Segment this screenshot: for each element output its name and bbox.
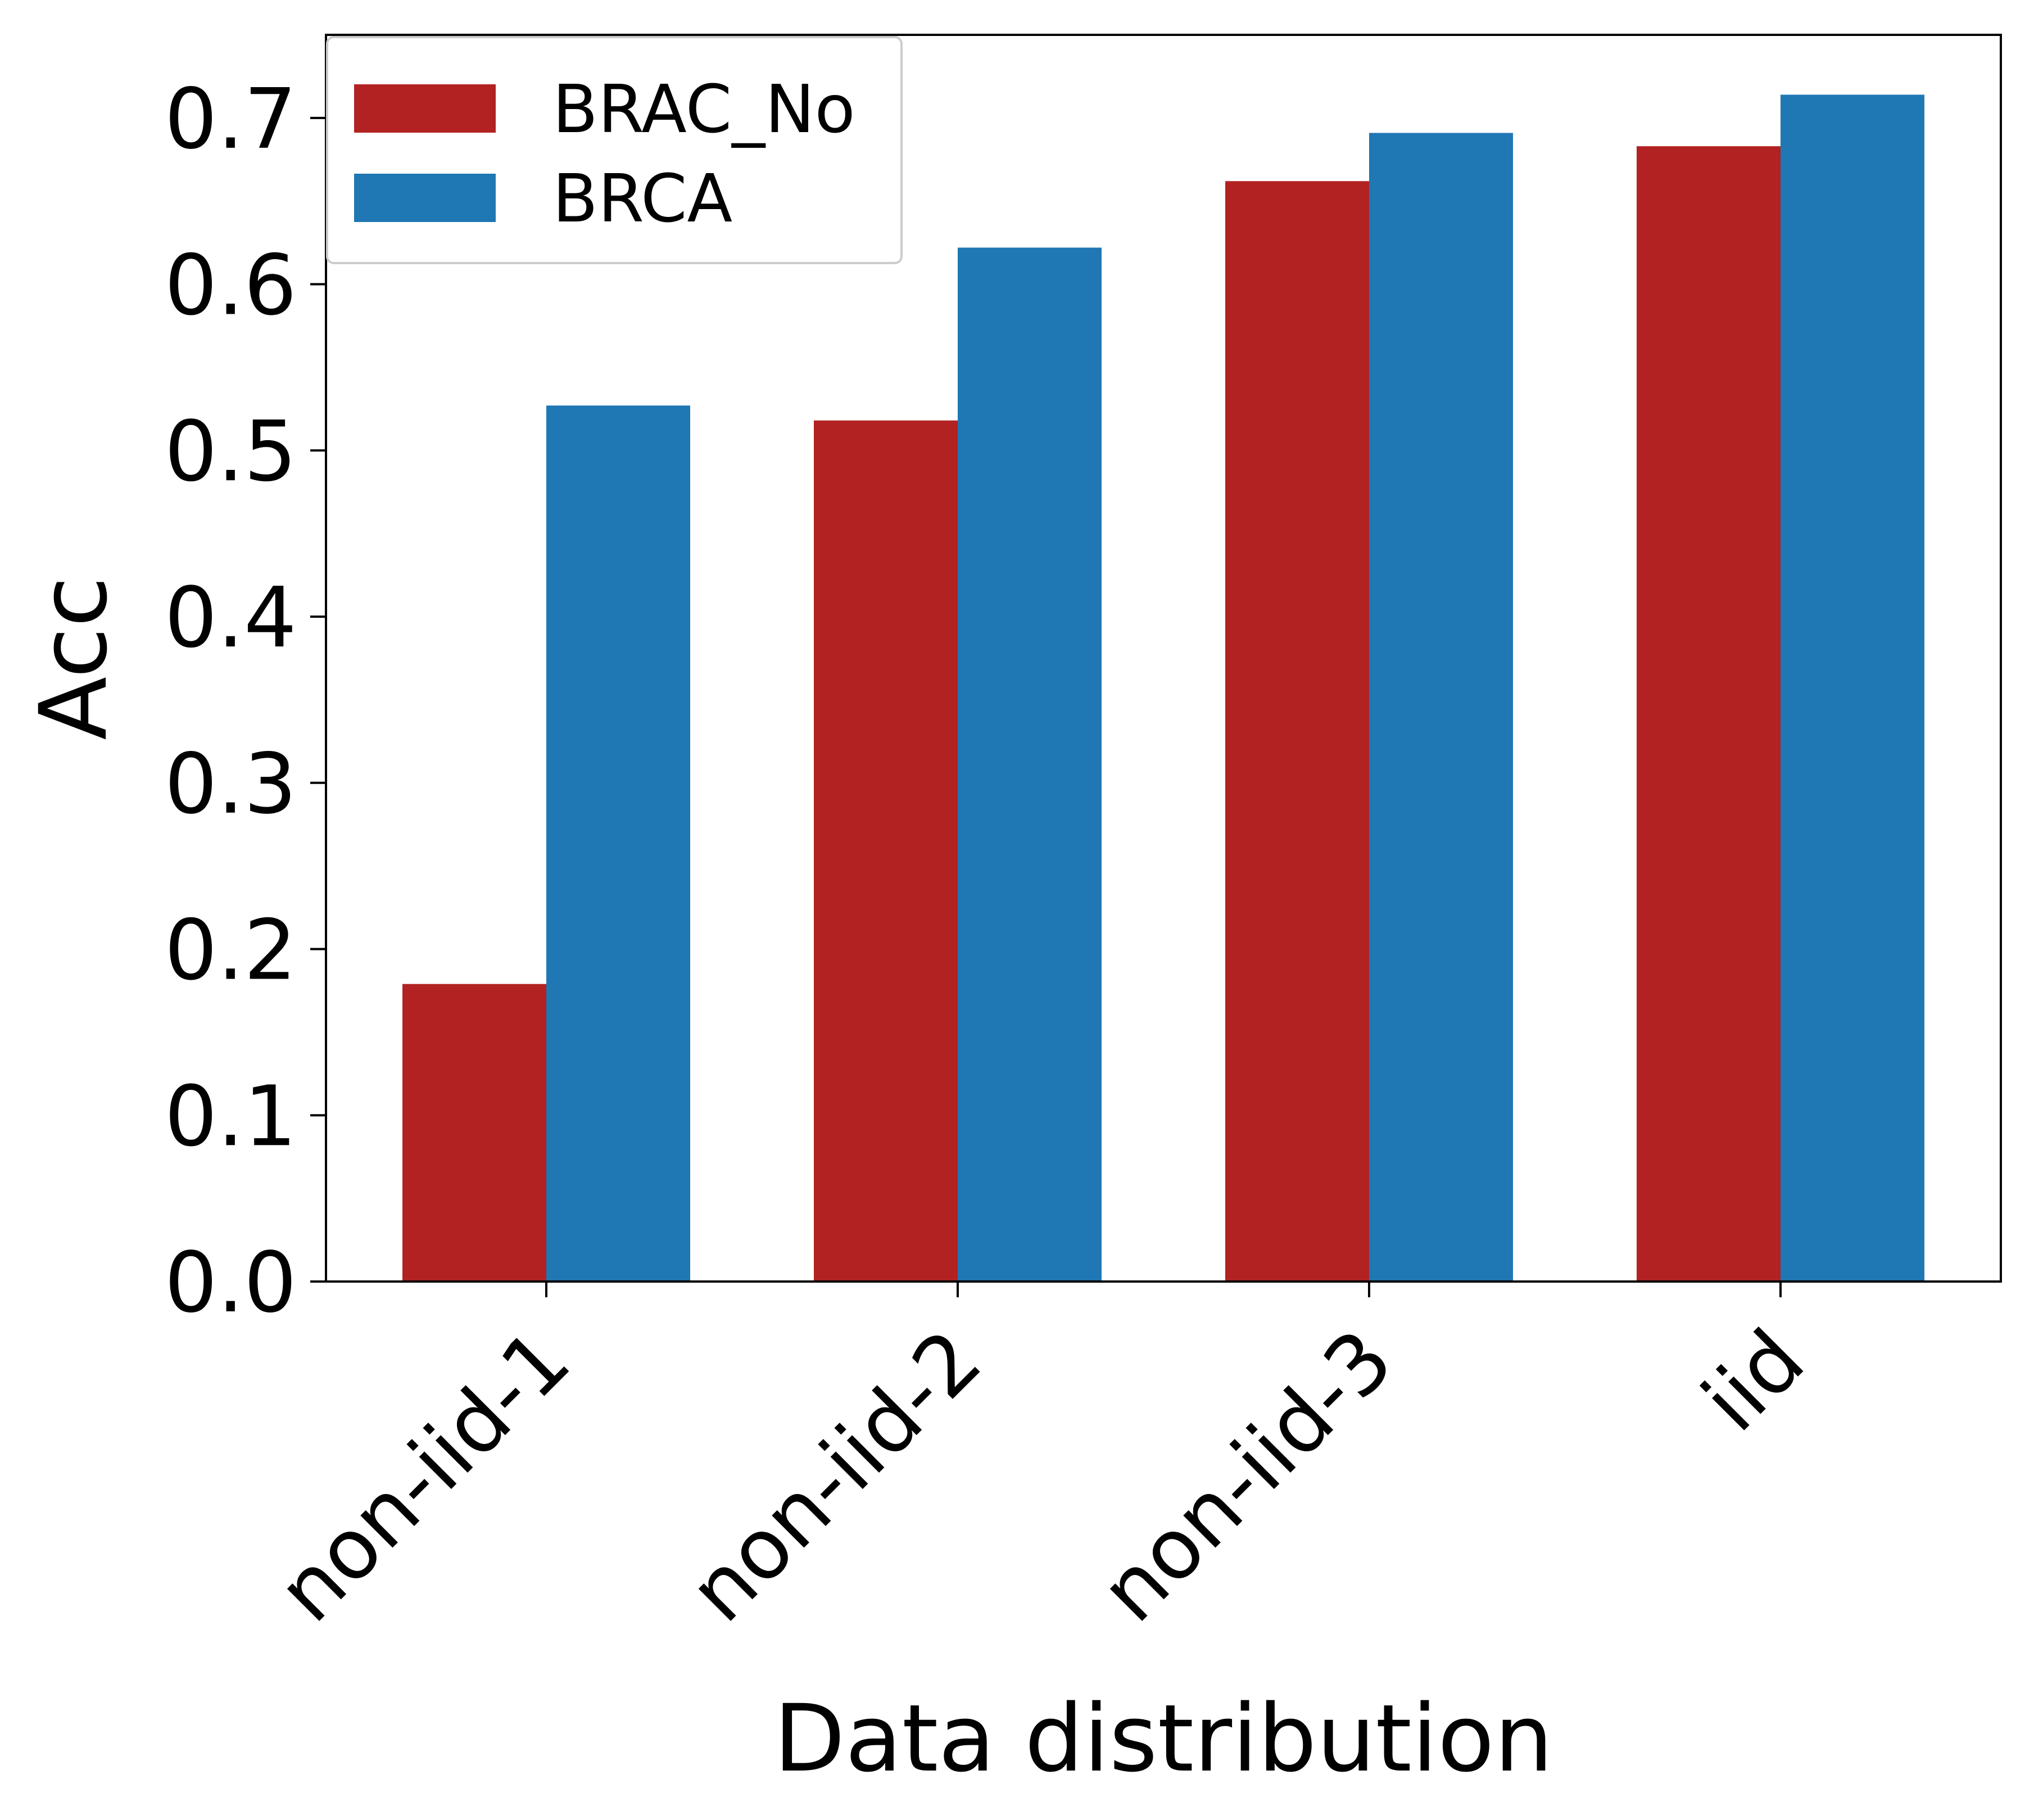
legend: BRAC_No BRCA — [326, 36, 903, 264]
bar-brca-non-iid-2 — [958, 247, 1102, 1282]
plot-area-frame — [325, 34, 2002, 1283]
bar-brca-non-iid-3 — [1369, 133, 1513, 1282]
x-tick-label: non-iid-3 — [1082, 1311, 1411, 1640]
bar-brac-no-iid — [1637, 146, 1781, 1282]
y-tick-label: 0.7 — [165, 71, 297, 167]
x-tick-label: non-iid-2 — [671, 1311, 1000, 1640]
y-tick-label: 0.5 — [165, 403, 297, 500]
x-axis-title: Data distribution — [774, 1685, 1553, 1792]
y-tick-label: 0.6 — [165, 237, 297, 334]
y-tick-label: 0.3 — [165, 736, 297, 832]
bar-brca-non-iid-1 — [546, 405, 690, 1282]
y-tick-label: 0.2 — [165, 902, 297, 999]
bar-brac-no-non-iid-2 — [814, 420, 958, 1282]
y-tick-label: 0.0 — [165, 1234, 297, 1331]
legend-items: BRAC_No BRCA — [354, 70, 855, 237]
x-tick-label: iid — [1684, 1311, 1823, 1450]
bar-brac-no-non-iid-3 — [1225, 181, 1369, 1282]
legend-label: BRAC_No — [552, 70, 855, 148]
y-axis-title: Acc — [20, 576, 128, 740]
bar-brca-iid — [1781, 94, 1924, 1282]
y-tick-label: 0.4 — [165, 569, 297, 666]
bar-brac-no-non-iid-1 — [402, 984, 546, 1282]
x-tick-label: non-iid-1 — [260, 1311, 588, 1640]
y-axis: 0.0 0.1 0.2 0.3 0.4 0.5 0.6 0.7 — [165, 71, 326, 1331]
legend-label: BRCA — [552, 160, 732, 237]
legend-swatch — [354, 84, 496, 133]
x-axis: non-iid-1 non-iid-2 non-iid-3 iid — [260, 1282, 1823, 1640]
y-tick-label: 0.1 — [165, 1068, 297, 1165]
legend-swatch — [354, 174, 496, 222]
bars-layer — [402, 94, 1924, 1282]
